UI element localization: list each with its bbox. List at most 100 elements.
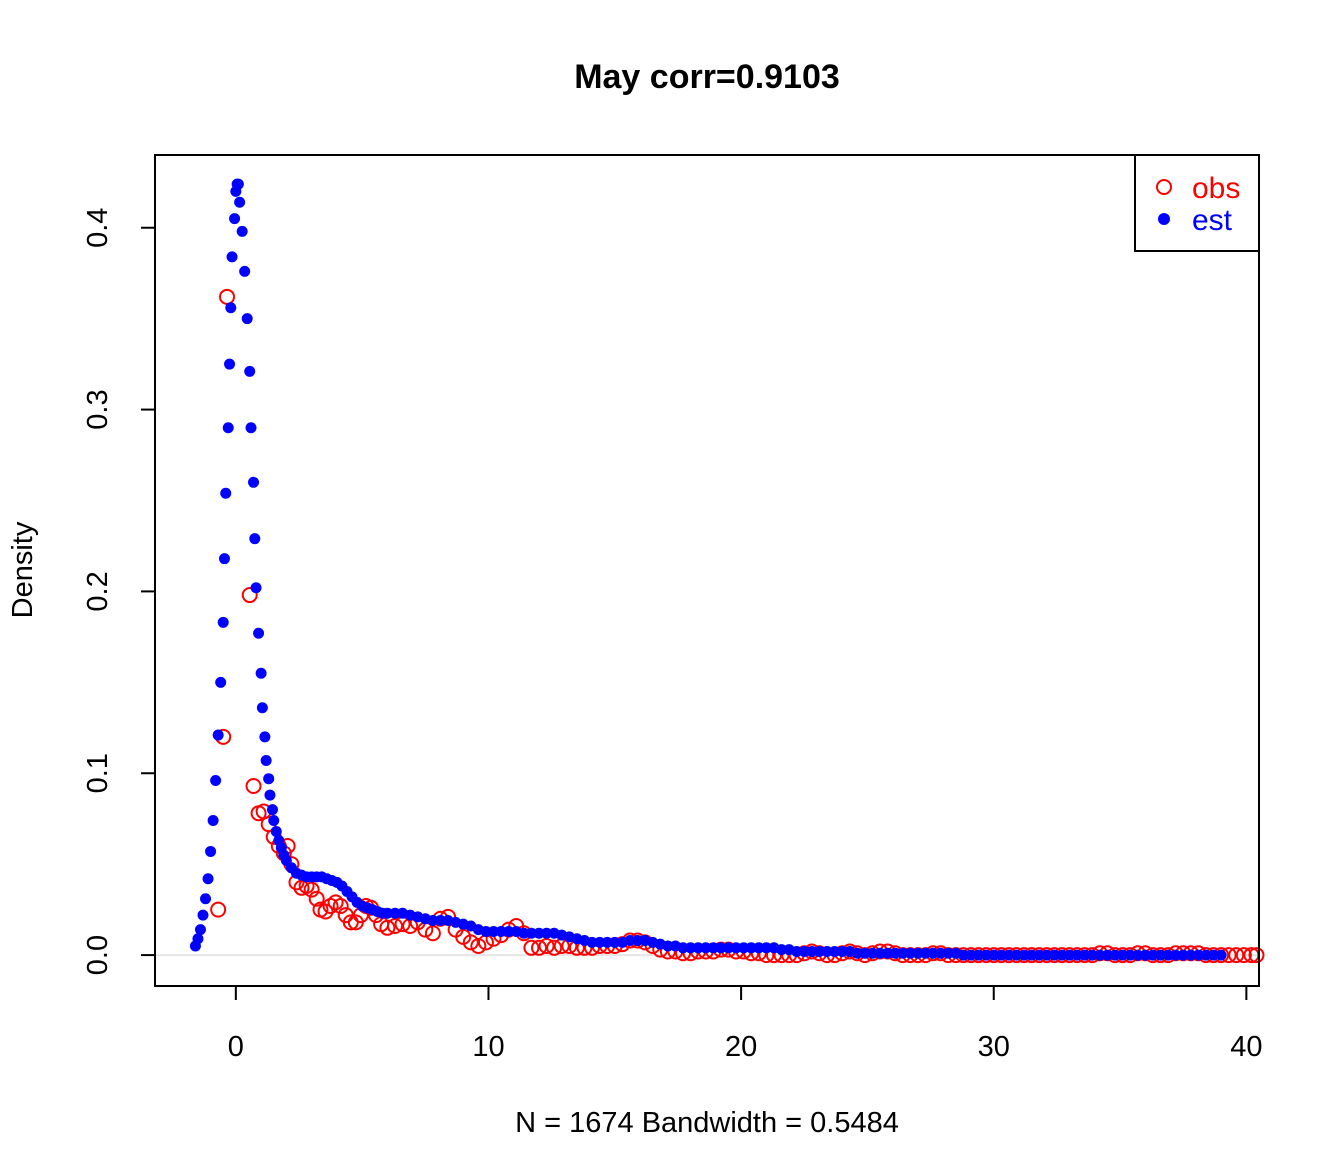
plot-frame bbox=[154, 154, 1260, 987]
point-est-107 bbox=[707, 942, 719, 954]
point-est-152 bbox=[1048, 949, 1060, 961]
point-est-10 bbox=[215, 676, 227, 688]
point-est-106 bbox=[700, 942, 712, 954]
point-est-104 bbox=[685, 942, 697, 954]
point-est-151 bbox=[1041, 949, 1053, 961]
chart-title: May corr=0.9103 bbox=[574, 58, 840, 96]
point-est-24 bbox=[239, 265, 251, 277]
point-est-142 bbox=[973, 949, 985, 961]
x-axis-label: N = 1674 Bandwidth = 0.5484 bbox=[515, 1107, 899, 1139]
point-obs-146 bbox=[1248, 947, 1265, 964]
y-tick-label-2: 0.2 bbox=[82, 571, 114, 611]
point-est-131 bbox=[889, 947, 901, 959]
point-est-155 bbox=[1071, 949, 1083, 961]
point-est-35 bbox=[260, 755, 272, 767]
point-est-119 bbox=[798, 945, 810, 957]
point-est-65 bbox=[389, 907, 401, 919]
point-est-130 bbox=[882, 947, 894, 959]
point-obs-17 bbox=[308, 890, 325, 907]
legend-label-obs: obs bbox=[1192, 172, 1240, 205]
point-est-136 bbox=[927, 947, 939, 959]
point-est-78 bbox=[488, 925, 500, 937]
point-est-25 bbox=[241, 313, 253, 325]
point-obs-51 bbox=[531, 939, 547, 956]
point-est-133 bbox=[904, 947, 916, 959]
point-est-64 bbox=[381, 907, 393, 919]
point-obs-52 bbox=[538, 938, 555, 954]
point-est-147 bbox=[1010, 949, 1022, 961]
point-est-173 bbox=[1208, 949, 1220, 961]
point-est-84 bbox=[533, 927, 545, 939]
point-est-94 bbox=[609, 936, 621, 948]
point-est-96 bbox=[624, 935, 636, 947]
point-obs-32 bbox=[387, 917, 403, 934]
point-obs-31 bbox=[379, 919, 396, 936]
point-est-21 bbox=[232, 178, 244, 190]
point-est-29 bbox=[249, 533, 261, 545]
x-tick-label-4: 40 bbox=[1230, 1031, 1262, 1063]
point-est-80 bbox=[503, 925, 515, 937]
point-est-7 bbox=[207, 815, 219, 827]
point-est-38 bbox=[266, 804, 278, 816]
point-est-85 bbox=[541, 927, 553, 939]
point-est-165 bbox=[1147, 949, 1159, 961]
point-est-36 bbox=[263, 773, 275, 785]
point-est-118 bbox=[791, 945, 803, 957]
point-est-83 bbox=[525, 927, 537, 939]
point-obs-50 bbox=[523, 939, 540, 956]
point-est-32 bbox=[255, 667, 267, 679]
point-est-77 bbox=[480, 925, 492, 937]
point-est-26 bbox=[244, 365, 256, 377]
point-obs-4 bbox=[245, 777, 262, 794]
point-obs-53 bbox=[546, 939, 563, 956]
legend: obs est bbox=[1134, 154, 1260, 252]
point-est-93 bbox=[601, 936, 613, 948]
point-est-101 bbox=[662, 940, 674, 952]
point-est-150 bbox=[1033, 949, 1045, 961]
point-est-148 bbox=[1018, 949, 1030, 961]
point-est-22 bbox=[234, 196, 246, 208]
point-est-114 bbox=[760, 942, 772, 954]
point-est-164 bbox=[1139, 949, 1151, 961]
point-est-121 bbox=[813, 945, 825, 957]
point-est-12 bbox=[218, 553, 230, 565]
y-tick-label-0: 0.0 bbox=[82, 935, 114, 975]
point-obs-42 bbox=[462, 934, 479, 951]
point-est-105 bbox=[692, 942, 704, 954]
point-est-124 bbox=[836, 945, 848, 957]
point-est-116 bbox=[776, 944, 788, 956]
point-est-2 bbox=[194, 924, 206, 936]
point-est-132 bbox=[897, 947, 909, 959]
point-est-162 bbox=[1124, 949, 1136, 961]
point-est-170 bbox=[1185, 949, 1197, 961]
point-est-39 bbox=[268, 815, 280, 827]
point-est-40 bbox=[270, 825, 282, 837]
point-est-135 bbox=[920, 947, 932, 959]
point-obs-0 bbox=[210, 901, 227, 918]
x-tick-label-0: 0 bbox=[228, 1031, 244, 1063]
point-est-82 bbox=[518, 927, 530, 939]
point-est-134 bbox=[912, 947, 924, 959]
point-est-167 bbox=[1162, 949, 1174, 961]
point-est-37 bbox=[264, 789, 276, 801]
point-est-141 bbox=[965, 949, 977, 961]
x-tick-label-3: 30 bbox=[978, 1031, 1010, 1063]
point-est-30 bbox=[250, 582, 262, 594]
point-est-166 bbox=[1154, 949, 1166, 961]
point-est-79 bbox=[495, 925, 507, 937]
x-tick-label-1: 10 bbox=[472, 1031, 504, 1063]
point-est-129 bbox=[874, 947, 886, 959]
point-est-174 bbox=[1215, 949, 1227, 961]
point-est-34 bbox=[259, 731, 271, 743]
point-est-126 bbox=[851, 947, 863, 959]
point-est-146 bbox=[1003, 949, 1015, 961]
point-est-3 bbox=[197, 909, 209, 921]
point-est-140 bbox=[957, 949, 969, 961]
point-est-8 bbox=[210, 775, 222, 787]
point-est-161 bbox=[1117, 949, 1129, 961]
point-est-128 bbox=[866, 947, 878, 959]
point-est-18 bbox=[229, 213, 241, 225]
point-est-138 bbox=[942, 947, 954, 959]
point-est-153 bbox=[1056, 949, 1068, 961]
